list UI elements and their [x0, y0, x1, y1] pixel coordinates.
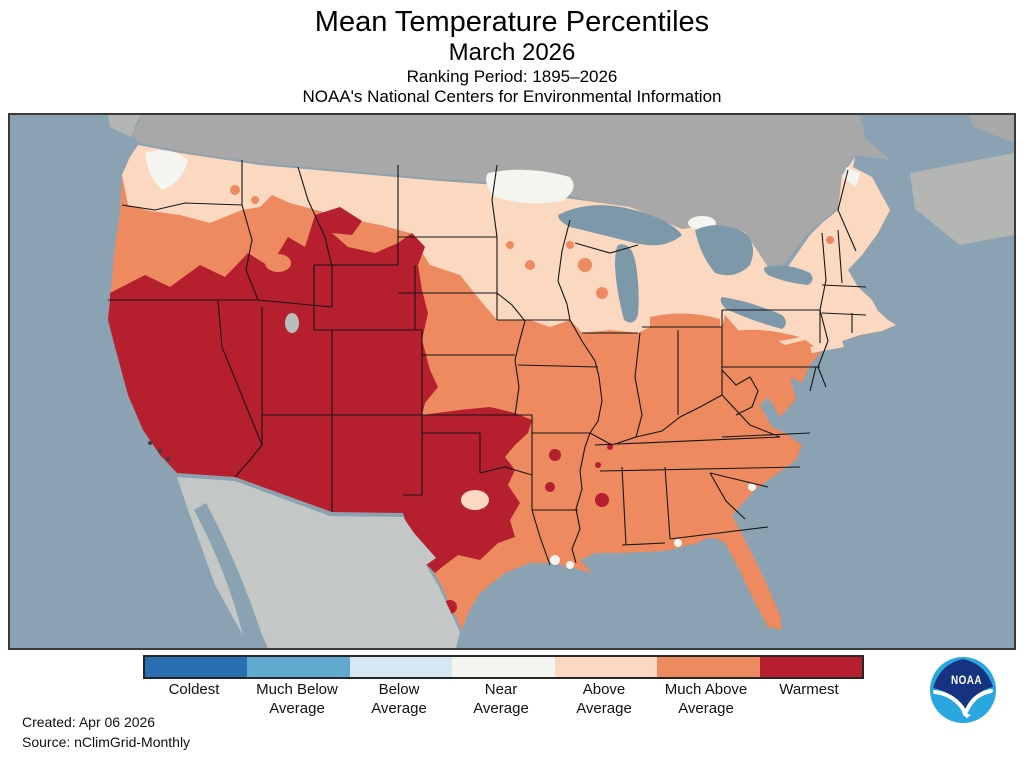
- lake-superior: [558, 205, 682, 246]
- channel-island-2: [158, 449, 162, 453]
- legend-label-above: Above Average: [576, 681, 632, 717]
- noaa-logo: NOAA: [929, 656, 997, 724]
- patch-minnesota-2: [506, 241, 514, 249]
- page-subtitle: March 2026: [448, 39, 576, 66]
- nova-scotia: [910, 153, 1014, 245]
- patch-wisconsin-2: [596, 287, 608, 299]
- channel-island-1: [148, 441, 152, 445]
- legend-swatch-much-above: [657, 657, 760, 677]
- lake-huron: [695, 225, 754, 276]
- patch-vermont: [826, 236, 834, 244]
- patch-washington-ne-2: [251, 196, 259, 204]
- lake-ontario: [764, 265, 813, 285]
- legend-label-below: Below Average: [371, 681, 427, 717]
- legend-swatch-above: [554, 657, 658, 677]
- noaa-logo-sky: [933, 659, 993, 714]
- legend-label-coldest: Coldest: [168, 681, 220, 698]
- region-warmest-southwest: [108, 207, 532, 573]
- patch-warmest-arkansas-1: [549, 449, 561, 461]
- vancouver-island: [108, 115, 140, 137]
- long-island: [810, 341, 844, 353]
- organization: NOAA's National Centers for Environmenta…: [302, 87, 722, 106]
- noaa-logo-text: NOAA: [951, 673, 982, 687]
- great-salt-lake: [285, 313, 299, 333]
- patch-above-central-texas: [461, 490, 489, 510]
- patch-near-sc-coast: [748, 483, 756, 491]
- legend-label-much-above: Much Above Average: [664, 681, 748, 717]
- legend-label-warmest: Warmest: [779, 681, 839, 698]
- patch-central-idaho: [265, 254, 291, 272]
- legend-labels: Coldest Much Below Average Below Average N…: [0, 680, 1024, 722]
- legend-swatch-much-below: [247, 657, 350, 677]
- patch-near-louisiana-coast-2: [566, 561, 574, 569]
- ranking-period: Ranking Period: 1895–2026: [406, 67, 618, 86]
- legend-label-much-below: Much Below Average: [256, 681, 338, 717]
- map-frame: [8, 113, 1016, 650]
- channel-island-3: [166, 457, 170, 461]
- lake-michigan: [615, 244, 639, 323]
- legend-colorbar: [143, 655, 864, 679]
- noaa-logo-gull-head: [962, 711, 971, 718]
- patch-much-above-south-newyork: [725, 329, 800, 343]
- patch-warmest-tennessee: [607, 444, 613, 450]
- patch-near-nw-washington: [145, 150, 188, 190]
- created-date: Created: Apr 06 2026: [22, 714, 156, 730]
- patch-warmest-mississippi: [595, 493, 609, 507]
- data-source: Source: nClimGrid-Monthly: [22, 734, 191, 750]
- region-above-northeast: [720, 157, 896, 347]
- page-title: Mean Temperature Percentiles: [314, 6, 710, 38]
- legend-swatch-warmest: [759, 657, 862, 677]
- patch-near-louisiana-coast: [550, 555, 560, 565]
- lake-erie: [720, 297, 786, 329]
- region-above-north: [122, 145, 768, 333]
- legend-swatch-coldest: [145, 657, 248, 677]
- patch-minnesota-1: [525, 260, 535, 270]
- patch-washington-ne: [230, 185, 240, 195]
- canada-top-right: [968, 115, 1014, 143]
- noaa-logo-gull-right-wing: [963, 689, 993, 716]
- legend-swatch-near: [452, 657, 555, 677]
- patch-warmest-mississippi-2: [595, 462, 601, 468]
- patch-near-florida-panhandle: [674, 539, 682, 547]
- patch-above-ne-pennsylvania: [789, 318, 807, 336]
- gulf-of-california: [194, 503, 268, 648]
- legend-label-near: Near Average: [473, 681, 529, 717]
- patch-near-northdakota-minnesota: [486, 169, 574, 204]
- state-boundaries: [108, 160, 867, 566]
- patch-wisconsin-1: [578, 258, 592, 272]
- patch-wisconsin-3: [566, 241, 574, 249]
- us-percentile-map: [10, 115, 1014, 648]
- patch-much-above-lower-michigan: [650, 313, 720, 327]
- patch-warmest-arkansas-2: [545, 482, 555, 492]
- legend-swatch-below: [349, 657, 453, 677]
- footer-text: Created: Apr 06 2026 Source: nClimGrid-M…: [22, 712, 190, 752]
- title-block: Mean Temperature Percentiles March 2026 …: [0, 6, 1024, 107]
